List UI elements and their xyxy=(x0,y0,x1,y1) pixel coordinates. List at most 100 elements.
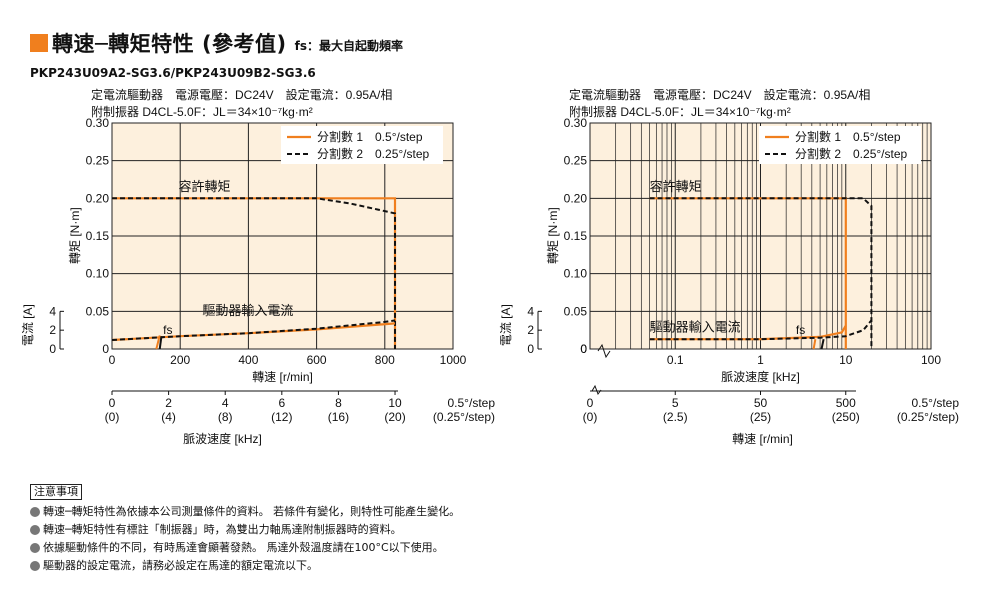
notes-section: 注意事項 轉速─轉矩特性為依據本公司測量條件的資料。 若條件有變化，則特性可能產… xyxy=(30,484,460,575)
fs-marker-dashed xyxy=(158,336,163,350)
freq-tick-label: 10 xyxy=(388,396,402,410)
note-text: 驅動器的設定電流，請務必設定在馬達的額定電流以下。 xyxy=(43,559,318,572)
fs-marker-dashed xyxy=(820,338,825,350)
freq-unit-label: (0.25°/step) xyxy=(433,410,495,424)
legend-box xyxy=(759,126,921,164)
page-title: 轉速─轉矩特性 (參考值) xyxy=(52,32,287,56)
speed-unit-label: (0.25°/step) xyxy=(897,410,959,424)
current-axis-label: 電流 [A] xyxy=(499,304,513,346)
current-tick-label: 4 xyxy=(49,304,56,318)
freq-axis-label: 脈波速度 [kHz] xyxy=(183,431,262,446)
current-annotation: 驅動器輸入電流 xyxy=(202,303,293,318)
y-axis-label: 轉矩 [N·m] xyxy=(68,207,82,264)
current-tick-label: 0 xyxy=(49,342,56,356)
note-item: 轉速─轉矩特性有標註「制振器」時，為雙出力軸馬達附制振器時的資料。 xyxy=(30,521,460,539)
bullet-icon xyxy=(30,561,40,571)
series-line xyxy=(112,197,396,349)
freq-tick-label: (4) xyxy=(161,410,176,424)
speed-tick-label: (250) xyxy=(832,410,860,424)
x-tick-label: 600 xyxy=(307,353,327,367)
speed-tick-label: 500 xyxy=(836,396,856,410)
x-tick-label: 800 xyxy=(375,353,395,367)
speed-tick-label: (25) xyxy=(750,410,771,424)
bullet-icon xyxy=(30,543,40,553)
y-tick-label: 0.15 xyxy=(564,229,588,243)
y-tick-label: 0.15 xyxy=(86,229,110,243)
axis-break-mark xyxy=(591,384,602,396)
fs-annotation: fs xyxy=(163,323,172,337)
x-tick-label: 400 xyxy=(238,353,258,367)
series-line xyxy=(649,319,873,341)
freq-unit-label: 0.5°/step xyxy=(448,396,496,410)
y-axis-label: 轉矩 [N·m] xyxy=(546,207,560,264)
freq-tick-label: 4 xyxy=(222,396,229,410)
freq-tick-label: 2 xyxy=(165,396,172,410)
freq-tick-label: (12) xyxy=(271,410,292,424)
x-tick-label: 0 xyxy=(109,353,116,367)
note-text: 轉速─轉矩特性有標註「制振器」時，為雙出力軸馬達附制振器時的資料。 xyxy=(43,523,402,536)
series-line xyxy=(111,322,396,342)
torque-annotation: 容許轉矩 xyxy=(178,179,230,194)
x-tick-label: 1 xyxy=(757,353,764,367)
speed-tick-label: (2.5) xyxy=(663,410,688,424)
series-line xyxy=(111,319,396,341)
y-tick-label: 0.20 xyxy=(564,191,588,205)
speed-tick-label: 5 xyxy=(672,396,679,410)
x-zero-label: 0 xyxy=(580,342,587,356)
current-tick-label: 4 xyxy=(527,304,534,318)
plot-background xyxy=(112,123,453,349)
freq-tick-label: (16) xyxy=(328,410,349,424)
note-text: 轉速─轉矩特性為依據本公司測量條件的資料。 若條件有變化，則特性可能產生變化。 xyxy=(43,505,461,518)
y-tick-label: 0 xyxy=(102,342,109,356)
chart-condition-line2: 附制振器 D4CL-5.0F：JL＝34×10⁻⁷kg·m² xyxy=(569,105,791,119)
freq-tick-label: 8 xyxy=(335,396,342,410)
current-axis-label: 電流 [A] xyxy=(21,304,35,346)
legend-box xyxy=(281,126,443,164)
orange-square-icon xyxy=(30,34,48,52)
plot-background xyxy=(590,123,931,349)
speed-axis-label: 轉速 [r/min] xyxy=(732,432,793,446)
speed-tick-label: (0) xyxy=(583,410,598,424)
axis-break-mark xyxy=(597,343,611,359)
plot-border xyxy=(589,122,932,350)
current-tick-label: 0 xyxy=(527,342,534,356)
y-tick-label: 0.10 xyxy=(564,267,588,281)
series-line xyxy=(649,197,873,349)
speed-tick-label: 0 xyxy=(587,396,594,410)
fs-annotation: fs xyxy=(796,323,805,337)
speed-unit-label: 0.5°/step xyxy=(912,396,960,410)
speed-tick-label: 50 xyxy=(754,396,768,410)
series-line xyxy=(649,197,847,349)
freq-tick-label: (20) xyxy=(384,410,405,424)
freq-tick-label: 0 xyxy=(109,396,116,410)
x-tick-label: 0.1 xyxy=(667,353,684,367)
chart-condition-line2: 附制振器 D4CL-5.0F：JL＝34×10⁻⁷kg·m² xyxy=(91,105,313,119)
freq-tick-label: 6 xyxy=(278,396,285,410)
plot-border xyxy=(111,122,454,350)
legend-label: 分割數 1 0.5°/step xyxy=(795,129,901,144)
freq-tick-label: (0) xyxy=(105,410,120,424)
current-tick-label: 2 xyxy=(49,323,56,337)
y-tick-label: 0.20 xyxy=(86,191,110,205)
legend-label: 分割數 2 0.25°/step xyxy=(317,146,430,161)
y-tick-label: 0.05 xyxy=(86,304,110,318)
series-line xyxy=(649,325,847,341)
series-line xyxy=(112,197,397,349)
legend-label: 分割數 2 0.25°/step xyxy=(795,146,908,161)
y-tick-label: 0 xyxy=(580,342,587,356)
current-annotation: 驅動器輸入電流 xyxy=(650,320,741,335)
x-axis-label: 脈波速度 [kHz] xyxy=(721,369,800,384)
note-item: 驅動器的設定電流，請務必設定在馬達的額定電流以下。 xyxy=(30,557,460,575)
y-tick-label: 0.30 xyxy=(86,116,110,130)
fs-marker-solid xyxy=(812,339,817,350)
chart-condition-line1: 定電流驅動器 電源電壓：DC24V 設定電流：0.95A/相 xyxy=(569,87,870,102)
bullet-icon xyxy=(30,525,40,535)
bullet-icon xyxy=(30,507,40,517)
y-tick-label: 0.25 xyxy=(86,154,110,168)
y-tick-label: 0.05 xyxy=(564,304,588,318)
x-tick-label: 200 xyxy=(170,353,190,367)
y-tick-label: 0.30 xyxy=(564,116,588,130)
notes-header: 注意事項 xyxy=(30,484,82,500)
x-tick-label: 10 xyxy=(839,353,853,367)
current-tick-label: 2 xyxy=(527,323,534,337)
